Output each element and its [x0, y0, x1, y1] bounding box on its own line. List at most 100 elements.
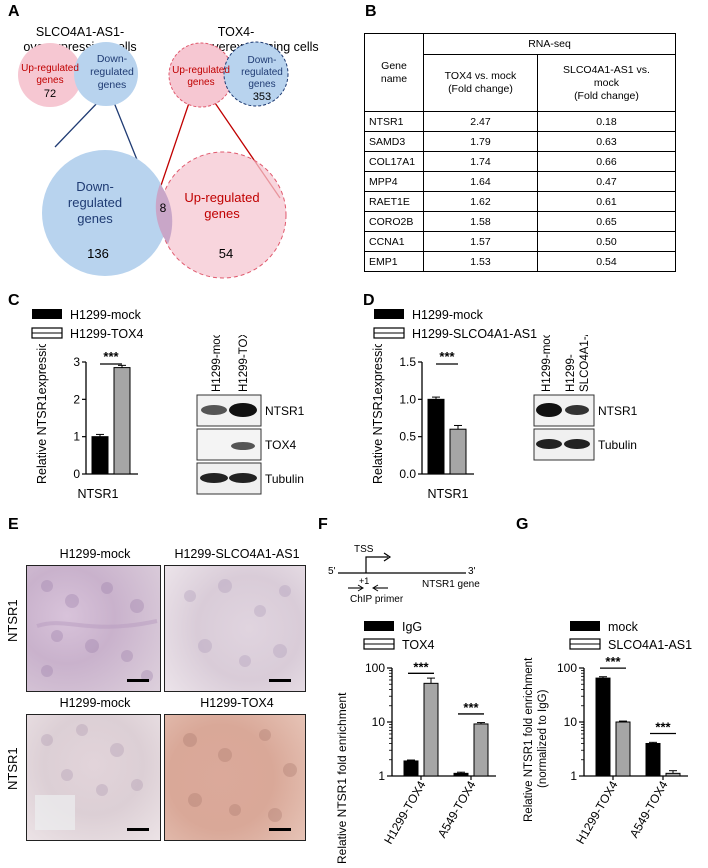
- table-cell-tox4: 1.74: [423, 151, 538, 172]
- bar-1-1: [473, 723, 489, 777]
- panel-letter-c: C: [8, 292, 20, 309]
- panel-letter-b: B: [365, 3, 377, 20]
- table-cell-gene: NTSR1: [364, 111, 424, 132]
- slco-down-label-2: regulated: [90, 66, 134, 78]
- ihc-title-4: H1299-TOX4: [200, 696, 274, 710]
- slco-up-count: 72: [44, 88, 56, 100]
- schematic-3prime: 3': [468, 566, 476, 577]
- ihc-title-3: H1299-mock: [59, 696, 131, 710]
- bar-chart-f: 1 10 100 *** H1299-TOX4 *** A549-TOX4 Relative …: [335, 659, 496, 864]
- panel-letter-e: E: [8, 516, 19, 533]
- bar-chart-c: 0 1 2 3 *** Relative NTSR1expression: [35, 344, 138, 484]
- slco-down-label-1: Down-: [97, 53, 128, 65]
- table-cell-gene: RAET1E: [364, 191, 424, 212]
- panel-letter-d: D: [363, 292, 375, 309]
- blot-c-row-tox4: TOX4: [265, 438, 296, 452]
- rna-seq-table: Gene name RNA-seq TOX4 vs. mock (Fold chan…: [364, 33, 677, 272]
- sig-label: ***: [439, 349, 455, 364]
- ihc-texture-2: [184, 579, 291, 682]
- blot-d-row-tubulin: Tubulin: [598, 438, 637, 452]
- x-tick-label: A549-TOX4: [435, 778, 479, 840]
- table-cell-slco: 0.61: [536, 191, 677, 212]
- panel-letter-a: A: [8, 3, 20, 20]
- tox4-fold-header: TOX4 vs. mock (Fold change): [423, 54, 538, 112]
- big-up-label-1: Up-regulated: [184, 190, 259, 205]
- slco-down-label-3: genes: [98, 79, 127, 91]
- slco-fold-header: SLCO4A1-AS1 vs. mock (Fold change): [536, 54, 677, 112]
- table-row: COL17A1 1.74 0.66: [364, 151, 677, 172]
- table-cell-tox4: 1.79: [423, 131, 538, 152]
- legend-g-mock: mock: [608, 620, 639, 634]
- ihc-image-mock-2: [26, 714, 161, 841]
- y-tick-label: 0.5: [399, 430, 416, 444]
- slco-up-label-1: Up-regulated: [21, 63, 79, 74]
- schematic-5prime: 5': [328, 566, 336, 577]
- y-axis-label: Relative NTSR1 fold enrichment: [335, 692, 349, 864]
- big-up-label-2: genes: [204, 206, 240, 221]
- tox4-down-label-2: regulated: [241, 67, 283, 78]
- slco-down-circle: [74, 42, 138, 106]
- table-row: EMP1 1.53 0.54: [364, 251, 677, 272]
- tox4-title-1: TOX4-: [218, 25, 255, 39]
- x-tick-label: H1299-TOX4: [381, 778, 429, 846]
- overlap-count: 8: [160, 201, 167, 215]
- slco-up-label-2: genes: [36, 75, 63, 86]
- sig-label: ***: [655, 719, 671, 734]
- ihc-image-tox4: [164, 714, 306, 841]
- bar-mock: [91, 436, 109, 475]
- bar-treatment: [449, 428, 467, 475]
- bar-chart-g: 1 10 100 *** H1299-TOX4 *** A549-TOX4 Relative …: [523, 654, 688, 847]
- ihc-image-slco: [164, 565, 306, 692]
- panel-letter-f: F: [318, 516, 328, 533]
- bar-0-1: [615, 721, 631, 777]
- legend-g-slco: SLCO4A1-AS1: [608, 638, 692, 652]
- panel-c-xlabel: NTSR1: [77, 487, 119, 501]
- y-tick-label: 10: [564, 715, 578, 729]
- y-tick-label: 10: [372, 715, 386, 729]
- table-cell-tox4: 1.62: [423, 191, 538, 212]
- western-blot-c: H1299-mock H1299-TOX4 NTSR1 TOX4 Tubulin: [196, 335, 305, 495]
- ihc-texture-4: [183, 729, 297, 831]
- blot-c-row-tubulin: Tubulin: [265, 472, 304, 486]
- tox4-up-label-1: Up-regulated: [172, 65, 230, 76]
- legend-d-mock: H1299-mock: [412, 308, 484, 322]
- venn-diagram: SLCO4A1-AS1- overexpressing cells TOX4- …: [18, 25, 319, 279]
- table-cell-gene: SAMD3: [364, 131, 424, 152]
- ihc-texture-1: [36, 580, 158, 682]
- sig-label: ***: [103, 349, 119, 364]
- tox4-up-label-2: genes: [187, 77, 214, 88]
- table-cell-slco: 0.66: [536, 151, 677, 172]
- legend-c-tox4: H1299-TOX4: [70, 327, 143, 341]
- y-tick-label: 1: [73, 430, 80, 444]
- table-cell-slco: 0.18: [536, 111, 677, 132]
- ihc-row-label-1: NTSR1: [5, 599, 20, 642]
- western-blot-d: H1299-mock H1299- SLCO4A1-AS1 NTSR1 Tubu…: [533, 335, 638, 461]
- y-axis-label: Relative NTSR1 fold enrichment: [523, 657, 535, 822]
- big-down-label-3: genes: [77, 211, 113, 226]
- bar-mock: [427, 398, 445, 475]
- x-tick-label: H1299-TOX4: [573, 778, 621, 846]
- table-cell-tox4: 1.53: [423, 251, 538, 272]
- blot-c-lane-1: H1299-mock: [211, 335, 223, 392]
- ihc-texture-3: [35, 724, 149, 831]
- table-cell-slco: 0.65: [536, 211, 677, 232]
- table-row: CORO2B 1.58 0.65: [364, 211, 677, 232]
- blot-d-lane-2b: SLCO4A1-AS1: [579, 335, 591, 392]
- svg-text:NTSR1: NTSR1: [5, 599, 20, 642]
- ihc-row-label-2: NTSR1: [5, 747, 20, 790]
- ihc-title-1: H1299-mock: [59, 547, 131, 561]
- table-cell-slco: 0.47: [536, 171, 677, 192]
- sig-label: ***: [413, 659, 429, 674]
- table-cell-gene: COL17A1: [364, 151, 424, 172]
- table-cell-gene: EMP1: [364, 251, 424, 272]
- y-axis-label: Relative NTSR1expression: [371, 344, 385, 484]
- table-cell-tox4: 1.64: [423, 171, 538, 192]
- gene-name-header: Gene name: [364, 33, 424, 112]
- table-row: CCNA1 1.57 0.50: [364, 231, 677, 252]
- y-tick-label: 2: [73, 392, 80, 406]
- tox4-down-circle: [223, 41, 289, 107]
- table-row: MPP4 1.64 0.47: [364, 171, 677, 192]
- slco-title-1: SLCO4A1-AS1-: [36, 25, 124, 39]
- schematic-tss: TSS: [354, 544, 374, 555]
- bar-1-0: [453, 772, 469, 777]
